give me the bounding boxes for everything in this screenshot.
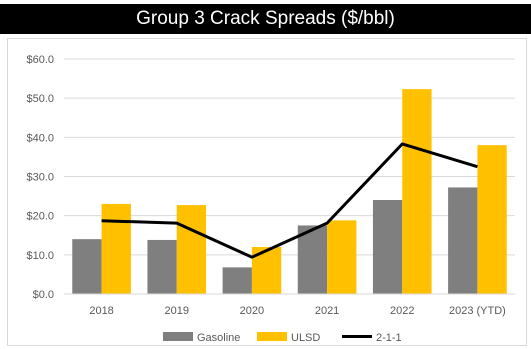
chart-title: Group 3 Crack Spreads ($/bbl)	[0, 4, 531, 34]
y-tick-label: $50.0	[26, 93, 54, 105]
x-tick-label: 2019	[165, 305, 189, 317]
bar-gasoline	[147, 239, 177, 294]
x-tick-label: 2020	[240, 305, 264, 317]
bar-gasoline	[72, 239, 102, 294]
bar-ulsd	[327, 220, 357, 294]
bar-gasoline	[297, 225, 328, 294]
bar-gasoline	[448, 187, 478, 294]
bar-ulsd	[477, 145, 507, 294]
bar-gasoline	[222, 267, 252, 294]
x-tick-label: 2022	[390, 305, 414, 317]
y-tick-label: $0.0	[33, 289, 54, 301]
legend-label: 2-1-1	[376, 332, 402, 344]
line-2-1-1	[101, 142, 478, 259]
legend-swatch	[163, 332, 193, 341]
y-tick-label: $10.0	[26, 250, 54, 262]
bar-ulsd	[101, 203, 131, 294]
y-tick-label: $40.0	[26, 132, 54, 144]
legend-swatch	[257, 332, 287, 341]
legend-label: ULSD	[291, 332, 320, 344]
y-tick-label: $20.0	[26, 211, 54, 223]
x-tick-label: 2018	[89, 305, 113, 317]
bar-ulsd	[176, 205, 207, 294]
y-tick-label: $60.0	[26, 54, 54, 66]
legend-label: Gasoline	[197, 332, 240, 344]
x-tick-label: 2023 (YTD)	[449, 305, 506, 317]
chart-frame	[7, 38, 527, 346]
y-tick-label: $30.0	[26, 172, 54, 184]
x-tick-label: 2021	[315, 305, 339, 317]
bar-ulsd	[402, 89, 432, 295]
bar-gasoline	[372, 200, 403, 294]
